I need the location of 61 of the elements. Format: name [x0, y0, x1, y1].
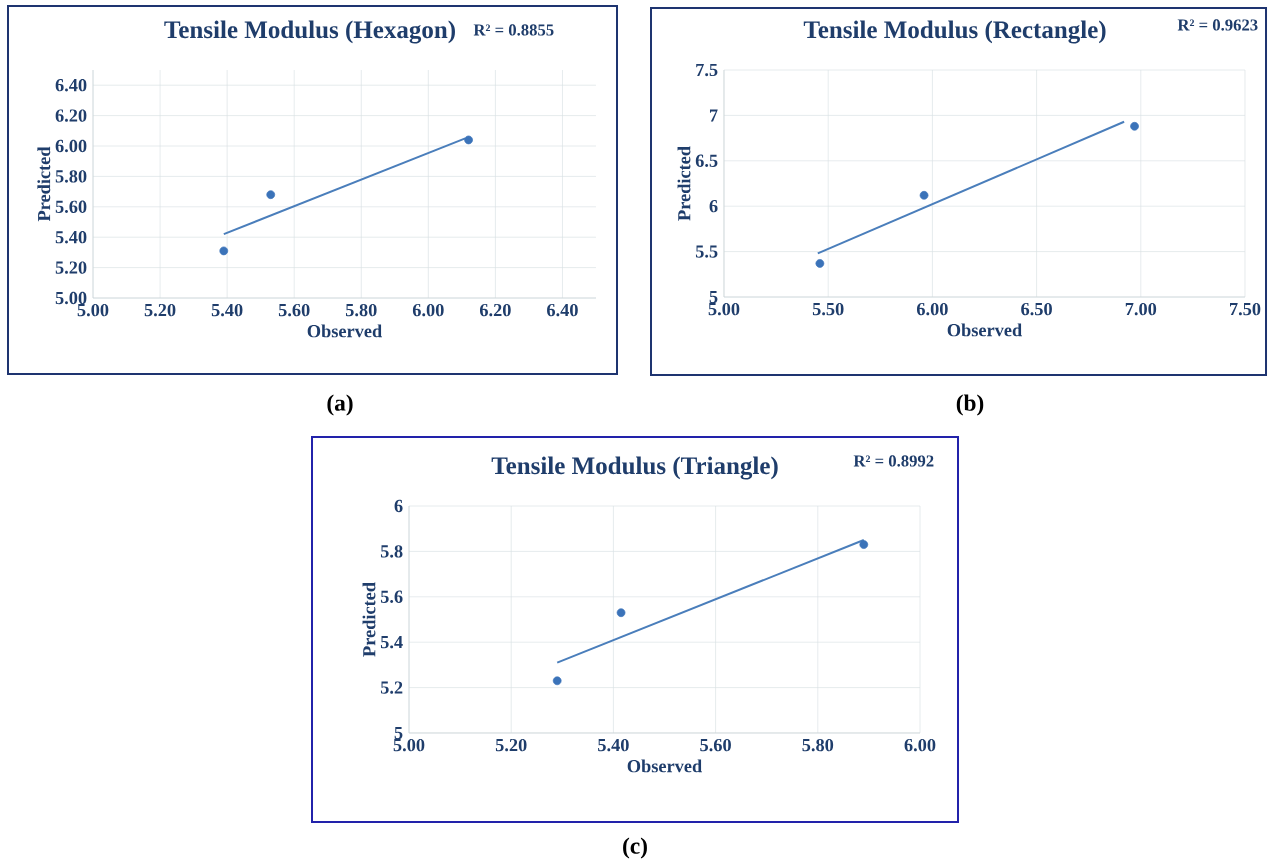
y-axis-title: Predicted [37, 146, 51, 222]
text: R² = 0.8992 [853, 455, 934, 467]
text: (b) [956, 394, 984, 416]
y-tick-label: 5.6 [380, 590, 403, 603]
x-tick-label: 6.20 [479, 303, 511, 317]
y-tick-label: 5.8 [380, 545, 403, 558]
y-tick-label: 5 [394, 726, 403, 740]
chart-title: Tensile Modulus (Hexagon) [164, 20, 455, 44]
point [859, 540, 869, 549]
text: (a) [327, 394, 353, 416]
x-tick-label: 5.50 [812, 302, 844, 316]
x-tick-label: 6.00 [412, 303, 444, 317]
x-tick-label: 6.40 [547, 303, 578, 317]
x-tick-label: 6.00 [916, 302, 948, 316]
x-tick-label: 5.40 [211, 303, 243, 317]
x-axis-title: Observed [627, 759, 702, 773]
chart-title: Tensile Modulus (Rectangle) [803, 20, 1106, 44]
y-tick-label: 5.80 [55, 170, 87, 183]
y-tick-label: 5.00 [55, 291, 87, 305]
text: (c) [623, 837, 647, 859]
y-tick-label: 5.5 [695, 245, 718, 258]
text: R² = 0.8855 [473, 24, 554, 36]
x-axis-title: Observed [307, 324, 382, 338]
y-tick-label: 5 [709, 290, 718, 304]
chart-title: Tensile Modulus (Triangle) [491, 456, 778, 480]
text: R² = 0.9623 [1177, 19, 1258, 31]
y-tick-label: 5.60 [55, 200, 87, 214]
point [815, 259, 825, 268]
y-axis-title: Predicted [362, 582, 376, 657]
point [616, 608, 626, 618]
x-tick-label: 5.60 [278, 303, 310, 317]
y-tick-label: 6.20 [55, 109, 87, 122]
point [266, 190, 276, 199]
x-tick-label: 5.00 [77, 303, 109, 317]
x-tick-label: 7.50 [1230, 302, 1261, 316]
point [1130, 121, 1139, 131]
y-tick-label: 6 [709, 200, 718, 213]
y-tick-label: 7.5 [696, 63, 718, 77]
x-axis-title: Observed [947, 323, 1022, 337]
x-tick-label: 6.00 [904, 738, 936, 752]
y-tick-label: 6.5 [695, 154, 718, 167]
point [219, 246, 229, 256]
x-tick-label: 5.40 [598, 738, 629, 752]
y-tick-label: 6 [394, 499, 403, 513]
y-tick-label: 6.00 [55, 139, 87, 153]
point [552, 676, 562, 686]
x-tick-label: 5.20 [495, 738, 527, 752]
x-tick-label: 5.80 [345, 303, 377, 317]
y-tick-label: 5.2 [380, 681, 403, 694]
point [919, 190, 929, 200]
y-tick-label: 5.40 [55, 230, 87, 244]
y-axis-title: Predicted [677, 146, 691, 221]
y-tick-label: 7 [709, 109, 718, 122]
y-tick-label: 6.40 [55, 78, 87, 92]
point [464, 135, 473, 145]
x-tick-label: 5.20 [144, 303, 176, 317]
y-tick-label: 5.20 [55, 261, 87, 274]
x-tick-label: 5.80 [802, 738, 834, 752]
x-tick-label: 7.00 [1125, 302, 1157, 316]
x-tick-label: 6.50 [1021, 302, 1052, 316]
y-tick-label: 5.4 [380, 636, 403, 649]
